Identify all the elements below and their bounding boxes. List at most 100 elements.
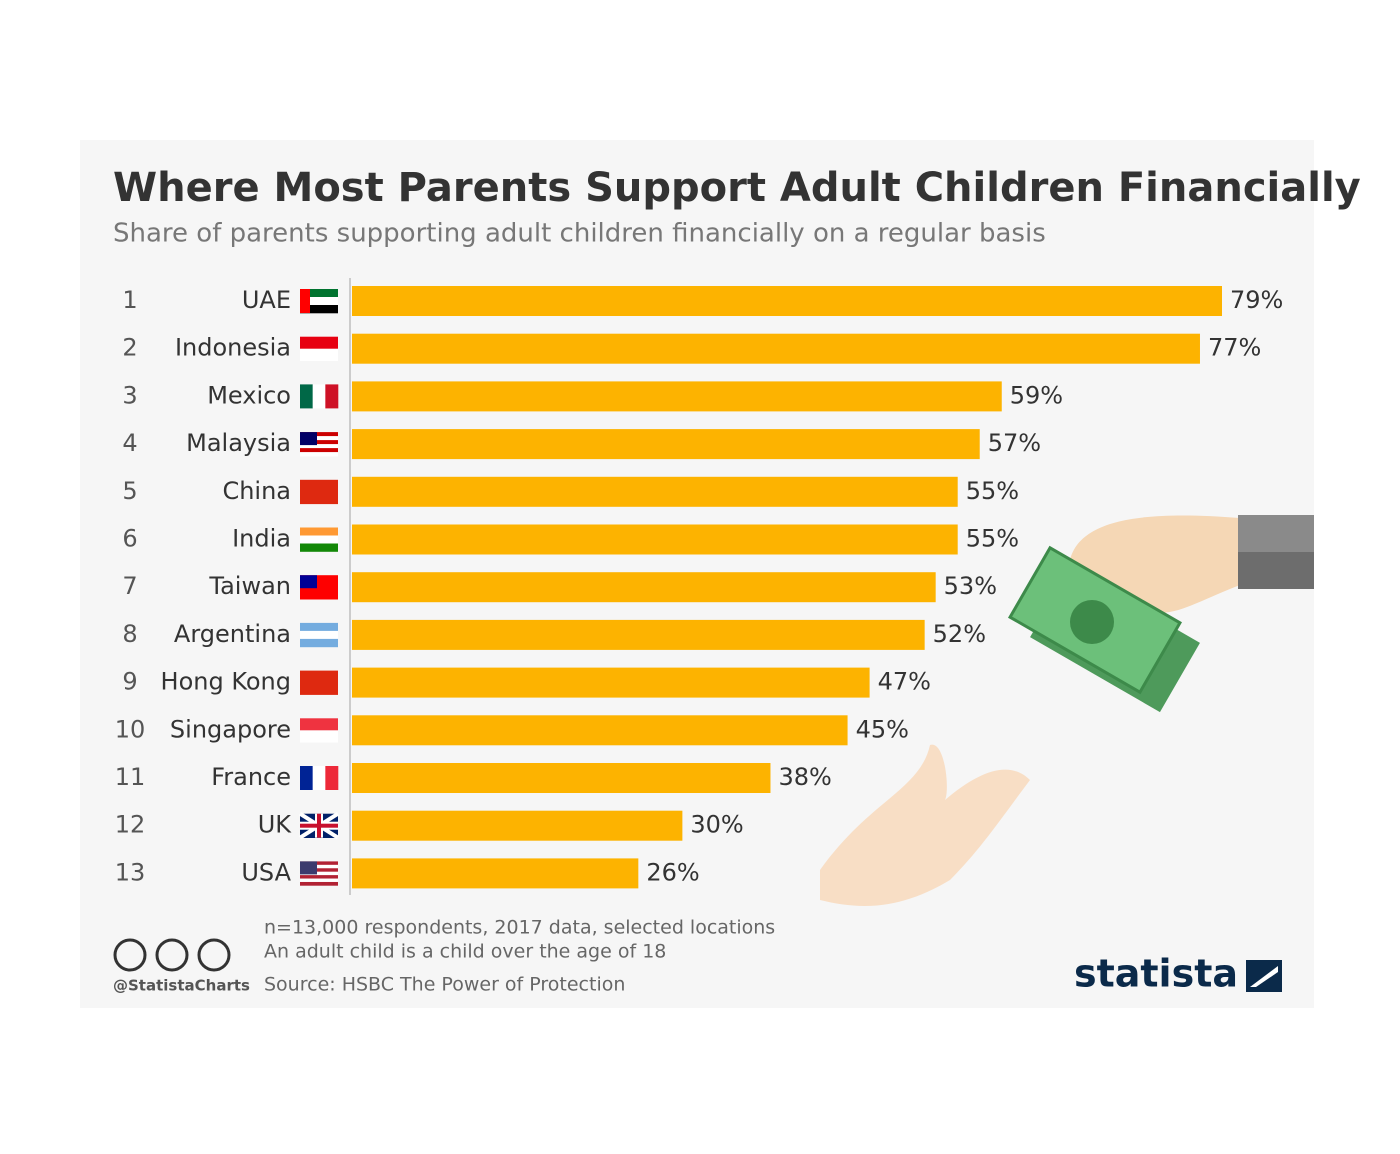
flag-stripe: [300, 305, 338, 314]
value-label: 47%: [878, 668, 931, 696]
flag: [300, 289, 338, 314]
flag-stripe: [300, 543, 338, 552]
category-label: USA: [241, 858, 291, 886]
category-label: Malaysia: [186, 429, 291, 457]
rank-label: 1: [122, 286, 137, 314]
rank-label: 13: [115, 858, 146, 886]
value-label: 45%: [856, 715, 909, 743]
flag: [298, 812, 340, 840]
flag-stripe: [300, 348, 338, 361]
rank-label: 9: [122, 668, 137, 696]
bar: [352, 429, 980, 460]
flag-stripe: [300, 448, 338, 453]
bar: [352, 286, 1222, 316]
flag: [300, 622, 338, 648]
rank-label: 12: [115, 811, 146, 839]
value-label: 38%: [778, 763, 831, 791]
rank-label: 7: [122, 572, 137, 600]
flag-stripe: [325, 766, 339, 790]
value-label: 53%: [944, 572, 997, 600]
flag-stripe: [300, 766, 313, 790]
brand-logo: statista: [1074, 952, 1238, 996]
giving-hand: [1070, 515, 1240, 613]
category-label: Mexico: [207, 381, 291, 409]
flag-stripe: [300, 881, 338, 886]
category-label: China: [222, 477, 291, 505]
flag-stripe: [300, 384, 313, 409]
cc-icons: [113, 938, 231, 972]
bar: [352, 476, 958, 507]
flag: [300, 575, 338, 600]
flag-canton: [300, 861, 317, 875]
flag: [300, 384, 339, 409]
flag-stripe: [300, 868, 338, 872]
bar: [352, 524, 958, 555]
flag: [300, 432, 338, 457]
receiving-hand: [820, 744, 1030, 906]
flag: [300, 766, 339, 790]
value-label: 26%: [646, 858, 699, 886]
flag-stripe: [300, 535, 338, 544]
rank-label: 10: [115, 715, 146, 743]
cc-icon: [113, 938, 147, 972]
flag-stripe: [300, 440, 338, 445]
bar: [352, 715, 848, 746]
flag-stripe: [300, 289, 338, 298]
flag-cross: [300, 823, 338, 828]
flag-stripe: [300, 479, 338, 505]
source: Source: HSBC The Power of Protection: [264, 974, 625, 996]
flag-stripe: [300, 875, 338, 879]
bar: [352, 763, 771, 793]
rank-label: 4: [122, 429, 137, 457]
flag-stripe: [300, 630, 338, 640]
flag: [300, 336, 338, 361]
flag: [300, 670, 338, 695]
chart-subtitle: Share of parents supporting adult childr…: [113, 219, 1046, 249]
value-label: 57%: [988, 429, 1041, 457]
category-label: Hong Kong: [161, 668, 291, 696]
flag-stripe: [300, 638, 338, 648]
rank-label: 8: [122, 620, 137, 648]
category-label: Argentina: [174, 620, 291, 648]
rank-label: 5: [122, 477, 137, 505]
flag-stripe: [300, 718, 338, 731]
flag-stripe: [300, 878, 338, 883]
flag-canton: [300, 432, 317, 446]
chart-title: Where Most Parents Support Adult Childre…: [113, 165, 1361, 211]
flag-stripe: [300, 670, 338, 695]
category-label: Singapore: [170, 715, 291, 743]
value-label: 59%: [1010, 381, 1063, 409]
illustration: [820, 515, 1314, 906]
flag-stripe: [300, 452, 338, 457]
category-label: India: [232, 525, 291, 553]
flag-stripe: [300, 622, 338, 632]
bar: [352, 572, 936, 603]
by-icon: [155, 938, 189, 972]
category-label: France: [211, 763, 291, 791]
value-label: 55%: [966, 525, 1019, 553]
bar: [352, 619, 925, 650]
brand-mark-stroke: [1250, 966, 1278, 987]
bar: [352, 333, 1200, 364]
banknote-emblem: [1070, 600, 1114, 644]
category-label: Indonesia: [175, 334, 291, 362]
flag-stripe: [300, 871, 338, 876]
flag-stripe: [325, 384, 339, 409]
flag: [300, 861, 338, 886]
bar: [352, 810, 683, 841]
category-label: Taiwan: [208, 572, 291, 600]
value-label: 52%: [933, 620, 986, 648]
bar: [352, 381, 1002, 412]
flag-stripe: [300, 861, 338, 866]
flag-stripe: [312, 766, 326, 790]
note: An adult child is a child over the age o…: [264, 941, 666, 963]
flag-stripe: [300, 730, 338, 743]
flag-stripe: [300, 444, 338, 449]
flag-canton: [300, 575, 317, 589]
value-label: 79%: [1230, 286, 1283, 314]
brand-mark: [1246, 960, 1282, 992]
flag: [300, 718, 338, 743]
flag-stripe: [300, 289, 310, 313]
